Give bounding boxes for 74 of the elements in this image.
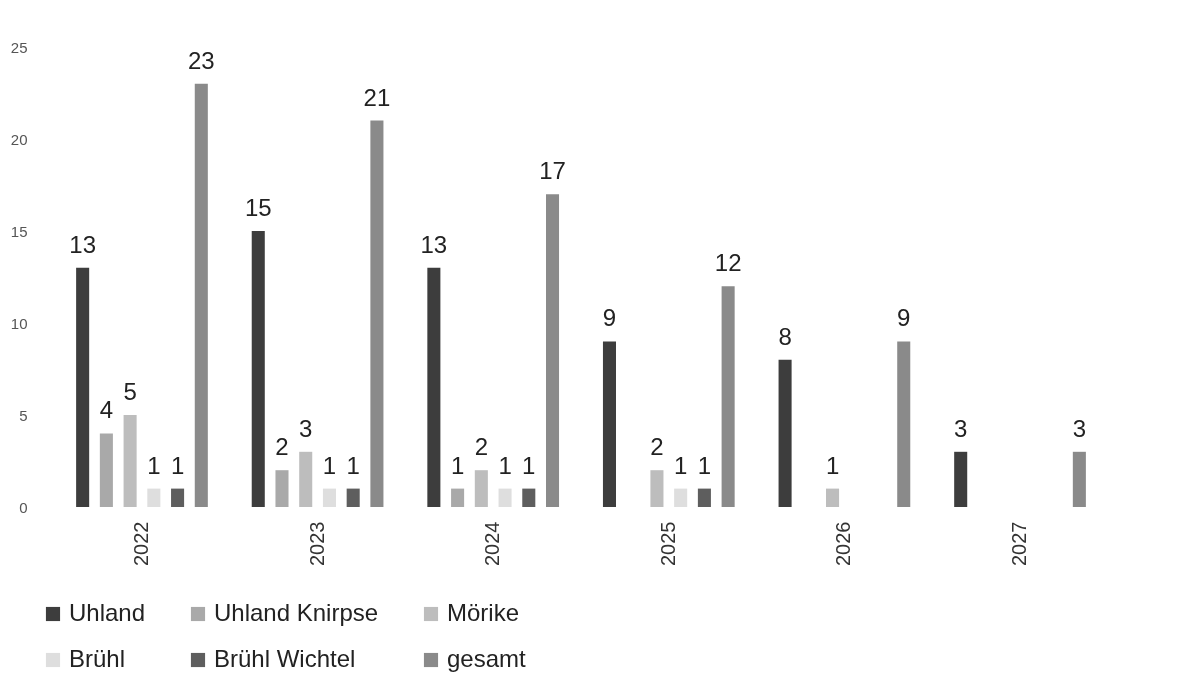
- y-tick-label: 5: [19, 406, 28, 424]
- data-label: 9: [602, 304, 617, 332]
- bar: [826, 488, 840, 507]
- data-label: 5: [123, 378, 137, 405]
- legend-label: Brühl Wichtel: [214, 645, 356, 672]
- data-label: 1: [498, 451, 512, 479]
- legend-label: Uhland: [69, 599, 146, 626]
- bar: [650, 470, 664, 507]
- x-tick-label: 2025: [656, 521, 679, 566]
- data-label: 15: [244, 194, 272, 221]
- bar: [370, 120, 384, 507]
- data-label: 2: [275, 433, 289, 461]
- bar: [546, 194, 560, 507]
- y-tick-label: 15: [10, 222, 28, 240]
- legend-label: gesamt: [447, 645, 527, 672]
- data-label: 2: [650, 433, 664, 461]
- data-label: 1: [673, 451, 688, 479]
- bar: [721, 286, 735, 507]
- data-label: 3: [954, 414, 968, 442]
- bar: [674, 488, 688, 507]
- x-tick-label: 2024: [481, 521, 504, 566]
- data-label: 2: [474, 433, 489, 461]
- bar: [346, 488, 360, 507]
- bar: [697, 488, 711, 507]
- bar: [171, 488, 185, 507]
- x-tick-label: 2026: [832, 521, 855, 566]
- y-tick-label: 20: [10, 130, 28, 148]
- x-tick-label: 2023: [305, 521, 328, 566]
- bar: [474, 470, 488, 507]
- data-label: 1: [697, 451, 712, 479]
- bar: [123, 415, 137, 507]
- data-label: 1: [147, 451, 161, 479]
- legend-label: Mörike: [447, 599, 520, 626]
- data-label: 8: [778, 322, 792, 350]
- data-label: 23: [187, 46, 215, 74]
- data-label: 13: [69, 230, 96, 258]
- data-label: 9: [897, 304, 911, 332]
- legend-label: Uhland Knirpse: [214, 599, 379, 626]
- y-tick-label: 0: [19, 498, 28, 516]
- x-tick-label: 2022: [129, 521, 152, 566]
- bar: [778, 359, 792, 507]
- data-label: 1: [825, 451, 840, 479]
- bar: [451, 488, 465, 507]
- y-tick-label: 10: [10, 314, 28, 332]
- bar: [954, 451, 968, 507]
- bar: [427, 267, 441, 507]
- data-label: 1: [322, 451, 337, 479]
- data-label: 13: [420, 230, 448, 258]
- data-label: 4: [99, 396, 114, 424]
- bar: [498, 488, 512, 507]
- bar: [299, 451, 313, 507]
- data-label: 1: [450, 451, 465, 479]
- bar: [99, 433, 113, 507]
- data-label: 1: [522, 451, 536, 479]
- data-label: 3: [1072, 414, 1087, 442]
- data-label: 21: [363, 83, 391, 111]
- bar: [251, 231, 265, 507]
- bar: [275, 470, 289, 507]
- bar: [897, 341, 911, 507]
- bar: [602, 341, 616, 507]
- y-tick-label: 25: [10, 38, 28, 56]
- bar: [322, 488, 336, 507]
- data-label: 17: [539, 157, 566, 185]
- bar: [522, 488, 536, 507]
- bar: [76, 267, 90, 507]
- x-tick-label: 2027: [1008, 521, 1031, 566]
- bar: [194, 83, 208, 507]
- data-label: 1: [346, 451, 360, 479]
- bar: [1072, 451, 1086, 507]
- data-label: 3: [299, 414, 313, 442]
- data-label: 1: [170, 451, 185, 479]
- bar: [147, 488, 161, 507]
- data-label: 12: [714, 249, 742, 277]
- legend-label: Brühl: [69, 645, 126, 672]
